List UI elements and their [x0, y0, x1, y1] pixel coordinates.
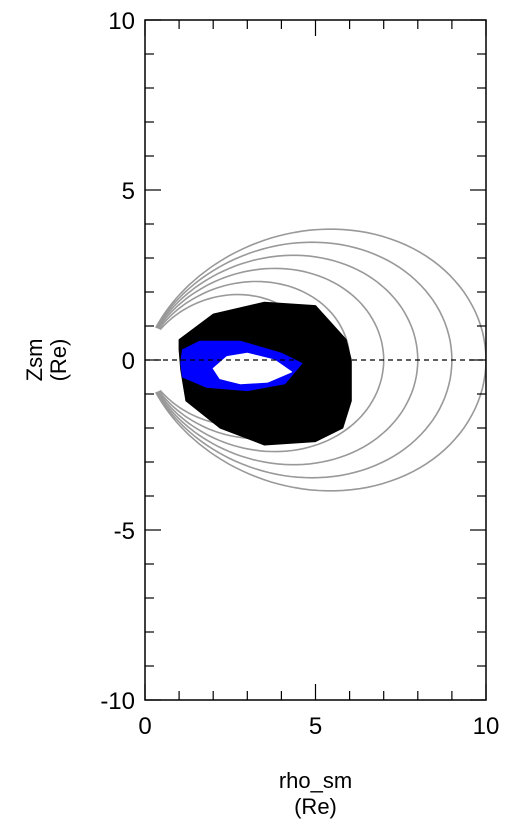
x-tick-label: 5	[309, 713, 322, 740]
plot-area	[145, 228, 486, 492]
y-tick-label: -10	[100, 688, 135, 715]
y-tick-label: 5	[122, 178, 135, 205]
x-tick-label: 0	[138, 713, 151, 740]
y-axis-label: Zsm	[22, 339, 47, 382]
y-tick-label: -5	[114, 518, 135, 545]
x-tick-label: 10	[473, 713, 500, 740]
trajectory-region	[212, 352, 293, 385]
plot-axes	[144, 19, 487, 701]
field-line	[155, 228, 486, 492]
x-axis-label: rho_sm	[279, 768, 352, 793]
y-tick-label: 0	[122, 348, 135, 375]
y-tick-label: 10	[108, 8, 135, 35]
y-axis-label-group: Zsm (Re)	[22, 339, 71, 382]
x-axis-label: (Re)	[294, 794, 337, 819]
plot-content	[145, 228, 486, 492]
y-axis-label: (Re)	[46, 339, 71, 382]
